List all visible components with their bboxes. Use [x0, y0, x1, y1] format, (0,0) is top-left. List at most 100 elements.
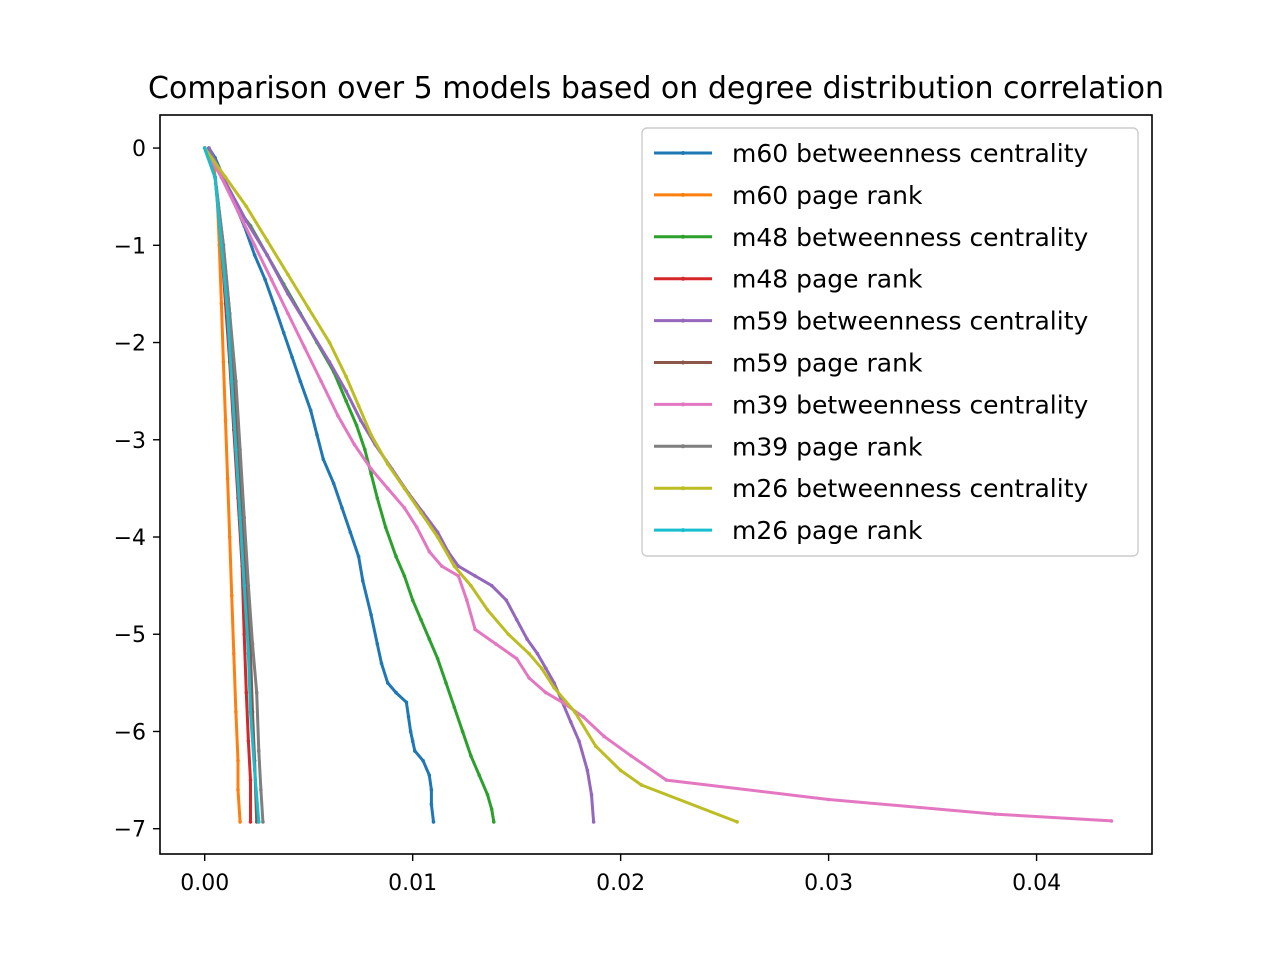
data-point-m26-page-rank — [219, 243, 224, 248]
data-point-m39-betweenness-centrality — [602, 734, 606, 739]
data-point-m60-betweenness-centrality — [379, 661, 384, 666]
data-point-m39-betweenness-centrality — [352, 442, 357, 447]
data-point-m59-betweenness-centrality — [306, 326, 311, 330]
data-point-m26-betweenness-centrality — [593, 744, 598, 748]
y-tick-label: −2 — [114, 332, 146, 357]
data-point-m39-betweenness-centrality — [543, 690, 548, 695]
data-point-m26-betweenness-centrality — [385, 462, 390, 466]
series-layer — [202, 146, 1114, 824]
y-tick-label: −5 — [114, 623, 146, 648]
series-line-m60-betweenness-centrality — [207, 147, 435, 823]
legend-marker — [681, 192, 685, 197]
data-point-m60-page-rank — [229, 593, 234, 598]
data-point-m26-page-rank — [246, 651, 251, 656]
data-point-m39-betweenness-centrality — [415, 525, 419, 530]
data-point-m59-betweenness-centrality — [358, 418, 363, 423]
data-point-m26-page-rank — [202, 146, 207, 150]
data-point-m26-betweenness-centrality — [265, 238, 269, 243]
data-point-m48-betweenness-centrality — [489, 807, 494, 812]
data-point-m59-betweenness-centrality — [591, 820, 596, 824]
data-point-m26-betweenness-centrality — [573, 710, 577, 714]
data-point-m59-betweenness-centrality — [327, 360, 332, 364]
data-point-m26-betweenness-centrality — [306, 306, 311, 311]
data-point-m59-betweenness-centrality — [543, 666, 548, 671]
data-point-m48-betweenness-centrality — [344, 399, 348, 403]
x-tick-label: 0.03 — [804, 871, 853, 896]
data-point-m26-betweenness-centrality — [527, 651, 531, 656]
data-point-m39-betweenness-centrality — [385, 486, 390, 491]
data-point-m59-betweenness-centrality — [577, 739, 581, 744]
data-point-m48-betweenness-centrality — [394, 554, 398, 559]
data-point-m39-betweenness-centrality — [473, 627, 477, 632]
data-point-m39-betweenness-centrality — [993, 812, 997, 816]
data-point-m39-betweenness-centrality — [527, 676, 531, 680]
data-point-m39-betweenness-centrality — [302, 345, 307, 350]
data-point-m60-betweenness-centrality — [348, 530, 353, 534]
series-line-m26-page-rank — [203, 147, 261, 823]
legend-label: m60 page rank — [732, 181, 923, 210]
x-tick-label: 0.00 — [180, 871, 229, 896]
data-point-m26-betweenness-centrality — [327, 340, 332, 345]
data-point-m60-betweenness-centrality — [298, 379, 303, 384]
data-point-m39-page-rank — [238, 447, 242, 452]
data-point-m48-betweenness-centrality — [477, 773, 482, 778]
legend-marker — [681, 360, 685, 365]
data-point-m60-page-rank — [219, 301, 224, 306]
data-point-m60-betweenness-centrality — [429, 788, 434, 792]
data-point-m60-betweenness-centrality — [331, 481, 336, 486]
data-point-m60-page-rank — [232, 651, 236, 656]
y-tick-label: −6 — [114, 720, 146, 745]
data-point-m48-betweenness-centrality — [452, 705, 457, 709]
y-tick-label: −4 — [114, 526, 146, 551]
data-point-m26-betweenness-centrality — [735, 820, 739, 824]
y-tick-label: 0 — [132, 137, 146, 162]
legend-marker — [681, 402, 685, 407]
data-point-m59-betweenness-centrality — [265, 253, 269, 257]
data-point-m26-page-rank — [225, 311, 230, 316]
legend-marker — [681, 151, 685, 155]
data-point-m59-betweenness-centrality — [535, 651, 540, 656]
data-point-m26-betweenness-centrality — [344, 374, 348, 379]
data-point-m48-betweenness-centrality — [369, 472, 373, 476]
data-point-m48-betweenness-centrality — [435, 656, 440, 661]
data-point-m26-betweenness-centrality — [485, 608, 490, 612]
data-point-m39-betweenness-centrality — [494, 642, 498, 646]
data-point-m48-betweenness-centrality — [427, 637, 432, 641]
data-point-m60-betweenness-centrality — [431, 820, 436, 824]
data-point-m26-page-rank — [242, 583, 247, 588]
data-point-m48-page-rank — [246, 739, 251, 744]
data-point-m59-betweenness-centrality — [489, 583, 494, 588]
data-point-m26-page-rank — [234, 447, 238, 452]
data-point-m39-betweenness-centrality — [236, 209, 240, 214]
data-point-m26-betweenness-centrality — [435, 535, 440, 539]
data-point-m39-page-rank — [259, 788, 263, 792]
data-point-m39-betweenness-centrality — [514, 656, 519, 661]
data-point-m39-page-rank — [246, 583, 251, 588]
data-point-m59-betweenness-centrality — [589, 792, 594, 797]
data-point-m39-betweenness-centrality — [369, 467, 373, 471]
data-point-m39-page-rank — [234, 379, 238, 384]
data-point-m60-betweenness-centrality — [412, 749, 417, 753]
data-point-m60-betweenness-centrality — [375, 642, 380, 646]
data-point-m60-betweenness-centrality — [321, 457, 326, 462]
data-point-m39-betweenness-centrality — [439, 564, 444, 568]
data-point-m26-betweenness-centrality — [506, 632, 511, 637]
data-point-m60-betweenness-centrality — [394, 690, 398, 695]
data-point-m59-betweenness-centrality — [207, 146, 211, 150]
data-point-m26-betweenness-centrality — [552, 685, 556, 690]
data-point-m48-page-rank — [248, 820, 253, 824]
legend-marker — [681, 444, 685, 449]
y-tick-label: −1 — [114, 234, 146, 259]
data-point-m59-betweenness-centrality — [286, 292, 290, 296]
data-point-m60-betweenness-centrality — [427, 773, 432, 778]
legend-marker — [681, 234, 685, 239]
data-point-m26-betweenness-centrality — [369, 433, 373, 437]
x-tick-label: 0.04 — [1012, 871, 1061, 896]
data-point-m26-betweenness-centrality — [639, 783, 644, 787]
data-point-m60-betweenness-centrality — [404, 700, 409, 705]
data-point-m59-betweenness-centrality — [585, 768, 590, 773]
data-point-m39-betweenness-centrality — [560, 700, 565, 705]
legend-label: m26 page rank — [732, 516, 923, 545]
data-point-m39-betweenness-centrality — [319, 379, 323, 384]
